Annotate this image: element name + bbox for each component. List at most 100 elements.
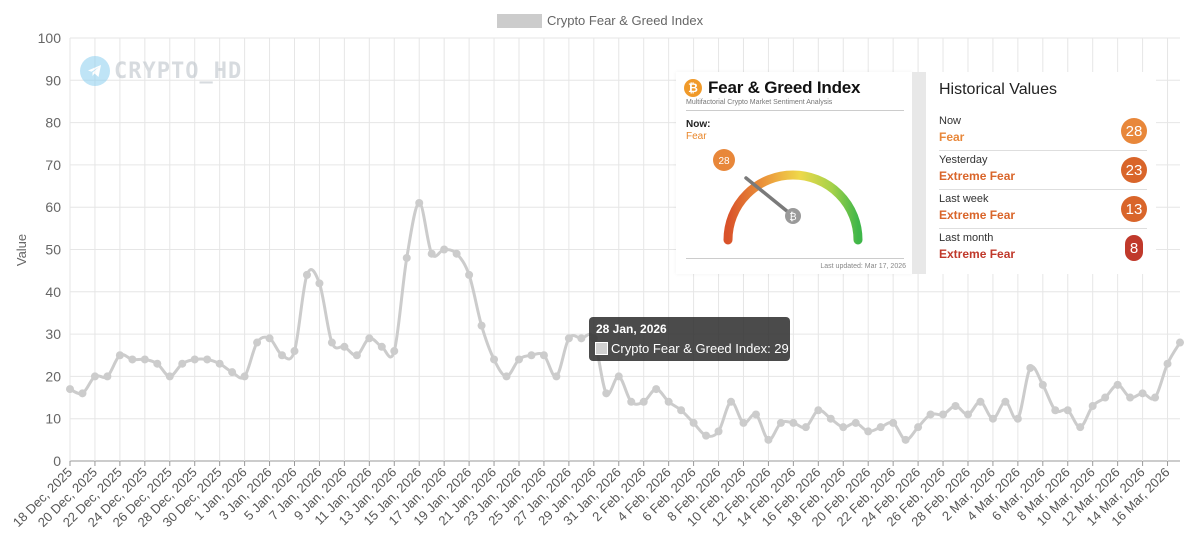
data-point[interactable]	[1163, 359, 1172, 368]
data-point[interactable]	[839, 423, 848, 432]
data-point[interactable]	[864, 427, 873, 436]
data-point[interactable]	[951, 402, 960, 411]
data-point[interactable]	[465, 270, 474, 279]
data-point[interactable]	[1076, 423, 1085, 432]
data-point[interactable]	[90, 372, 99, 381]
y-tick-label: 80	[45, 115, 61, 131]
legend-swatch[interactable]	[497, 14, 542, 28]
data-point[interactable]	[490, 355, 499, 364]
data-point[interactable]	[1038, 380, 1047, 389]
data-point[interactable]	[240, 372, 249, 381]
data-point[interactable]	[689, 418, 698, 427]
data-point[interactable]	[988, 414, 997, 423]
data-point[interactable]	[901, 435, 910, 444]
data-point[interactable]	[203, 355, 212, 364]
data-point[interactable]	[889, 418, 898, 427]
data-point[interactable]	[963, 410, 972, 419]
data-point[interactable]	[602, 389, 611, 398]
data-point[interactable]	[278, 351, 287, 360]
data-point[interactable]	[914, 423, 923, 432]
data-point[interactable]	[764, 435, 773, 444]
data-point[interactable]	[140, 355, 149, 364]
data-point[interactable]	[1001, 397, 1010, 406]
fear-greed-title: Fear & Greed Index	[708, 78, 861, 97]
data-point[interactable]	[1026, 363, 1035, 372]
data-point[interactable]	[1051, 406, 1060, 415]
data-point[interactable]	[190, 355, 199, 364]
data-point[interactable]	[377, 342, 386, 351]
data-point[interactable]	[352, 351, 361, 360]
data-point[interactable]	[228, 368, 237, 377]
data-point[interactable]	[1088, 402, 1097, 411]
tooltip-series-value: Crypto Fear & Greed Index: 29	[611, 341, 789, 356]
data-point[interactable]	[477, 321, 486, 330]
data-point[interactable]	[1151, 393, 1160, 402]
data-point[interactable]	[78, 389, 87, 398]
data-point[interactable]	[302, 270, 311, 279]
data-point[interactable]	[390, 347, 399, 356]
data-point[interactable]	[427, 249, 436, 258]
data-point[interactable]	[639, 397, 648, 406]
sentiment-gauge: ₿ 28	[713, 149, 863, 245]
data-point[interactable]	[876, 423, 885, 432]
data-point[interactable]	[253, 338, 262, 347]
data-point[interactable]	[614, 372, 623, 381]
data-point[interactable]	[265, 334, 274, 343]
data-point[interactable]	[1013, 414, 1022, 423]
legend-label[interactable]: Crypto Fear & Greed Index	[547, 13, 704, 28]
data-point[interactable]	[814, 406, 823, 415]
data-point[interactable]	[440, 245, 449, 254]
data-point[interactable]	[115, 351, 124, 360]
data-point[interactable]	[402, 253, 411, 262]
chart-tooltip: 28 Jan, 2026 Crypto Fear & Greed Index: …	[589, 317, 790, 361]
data-point[interactable]	[103, 372, 112, 381]
data-point[interactable]	[452, 249, 461, 258]
data-point[interactable]	[315, 279, 324, 288]
data-point[interactable]	[1176, 338, 1184, 347]
data-point[interactable]	[751, 410, 760, 419]
historical-row-last-week: Last week Extreme Fear 13	[939, 190, 1147, 229]
data-point[interactable]	[801, 423, 810, 432]
data-point[interactable]	[826, 414, 835, 423]
historical-row-label: Last month	[939, 232, 994, 244]
data-point[interactable]	[165, 372, 174, 381]
data-point[interactable]	[539, 351, 548, 360]
data-point[interactable]	[664, 397, 673, 406]
data-point[interactable]	[939, 410, 948, 419]
data-point[interactable]	[215, 359, 224, 368]
data-point[interactable]	[564, 334, 573, 343]
data-point[interactable]	[66, 385, 74, 394]
gauge-value: 28	[718, 156, 730, 167]
data-point[interactable]	[527, 351, 536, 360]
data-point[interactable]	[714, 427, 723, 436]
data-point[interactable]	[1113, 380, 1122, 389]
data-point[interactable]	[1063, 406, 1072, 415]
data-point[interactable]	[365, 334, 374, 343]
data-point[interactable]	[552, 372, 561, 381]
data-point[interactable]	[1138, 389, 1147, 398]
divider	[686, 110, 904, 111]
data-point[interactable]	[789, 418, 798, 427]
data-point[interactable]	[340, 342, 349, 351]
data-point[interactable]	[739, 418, 748, 427]
data-point[interactable]	[128, 355, 137, 364]
data-point[interactable]	[577, 334, 586, 343]
data-point[interactable]	[290, 347, 299, 356]
data-point[interactable]	[153, 359, 162, 368]
data-point[interactable]	[926, 410, 935, 419]
data-point[interactable]	[327, 338, 336, 347]
data-point[interactable]	[1101, 393, 1110, 402]
data-point[interactable]	[178, 359, 187, 368]
data-point[interactable]	[1126, 393, 1135, 402]
data-point[interactable]	[976, 397, 985, 406]
data-point[interactable]	[514, 355, 523, 364]
data-point[interactable]	[776, 418, 785, 427]
data-point[interactable]	[652, 385, 661, 394]
data-point[interactable]	[415, 198, 424, 207]
data-point[interactable]	[727, 397, 736, 406]
data-point[interactable]	[677, 406, 686, 415]
data-point[interactable]	[851, 418, 860, 427]
data-point[interactable]	[502, 372, 511, 381]
data-point[interactable]	[702, 431, 711, 440]
data-point[interactable]	[627, 397, 636, 406]
